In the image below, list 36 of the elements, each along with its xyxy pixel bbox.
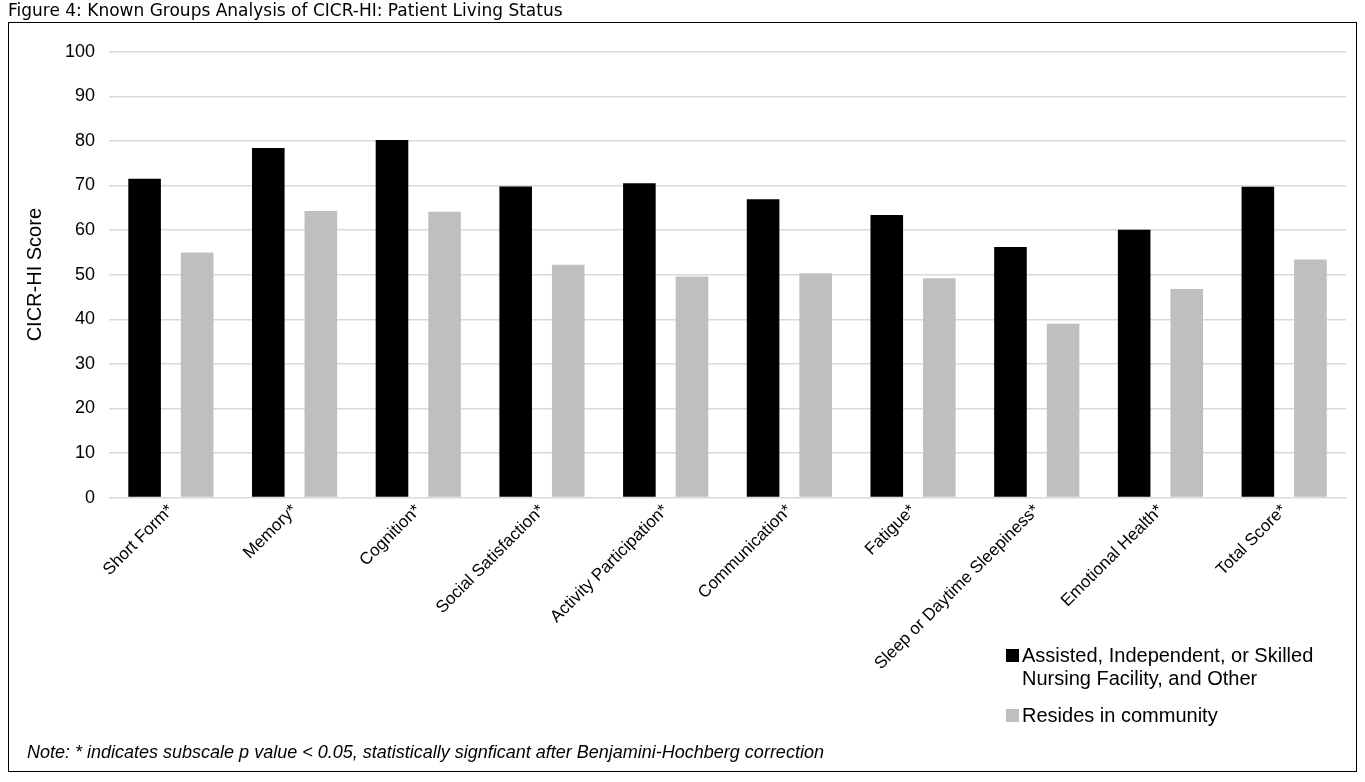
legend-label: Resides in community: [1022, 704, 1218, 727]
bar: [180, 252, 214, 497]
y-tick-label: 10: [75, 441, 96, 462]
legend-label: Assisted, Independent, or Skilled Nursing Facility, and Other: [1022, 644, 1315, 690]
y-tick-label: 50: [75, 263, 96, 284]
bar: [128, 178, 161, 497]
bar: [923, 278, 956, 497]
bar: [304, 210, 338, 497]
bar: [746, 199, 780, 497]
bar: [675, 276, 709, 497]
bar: [1241, 186, 1275, 497]
text: Note: * indicates subscale p value < 0.05, statistically signficant after Benjamini-Hochberg correction: [27, 742, 824, 763]
bar: [799, 273, 832, 497]
y-tick-label: 70: [75, 174, 96, 195]
y-tick-label: 0: [85, 486, 96, 507]
bar: [499, 186, 532, 497]
y-tick-label: 100: [64, 40, 96, 61]
bar: [994, 247, 1027, 497]
y-tick-label: 90: [75, 85, 96, 106]
bar: [428, 211, 461, 497]
chart-title: Figure 4: Known Groups Analysis of CICR-HI: Patient Living Status: [8, 0, 563, 20]
bar: [375, 140, 409, 497]
bar: [252, 148, 285, 497]
y-tick-label: 80: [75, 129, 96, 150]
y-tick-label: 40: [75, 308, 96, 329]
y-tick-label: 60: [75, 219, 96, 240]
y-tick-label: 30: [75, 352, 96, 373]
bar: [1294, 259, 1327, 497]
bar: [551, 264, 585, 497]
bar: [623, 183, 656, 497]
y-axis-title: CICR-HI Score: [22, 208, 45, 342]
y-tick-label: 20: [75, 397, 96, 418]
bar: [1117, 229, 1151, 497]
bar: [1170, 288, 1204, 497]
bar: [1046, 323, 1080, 497]
bar: [870, 214, 904, 497]
